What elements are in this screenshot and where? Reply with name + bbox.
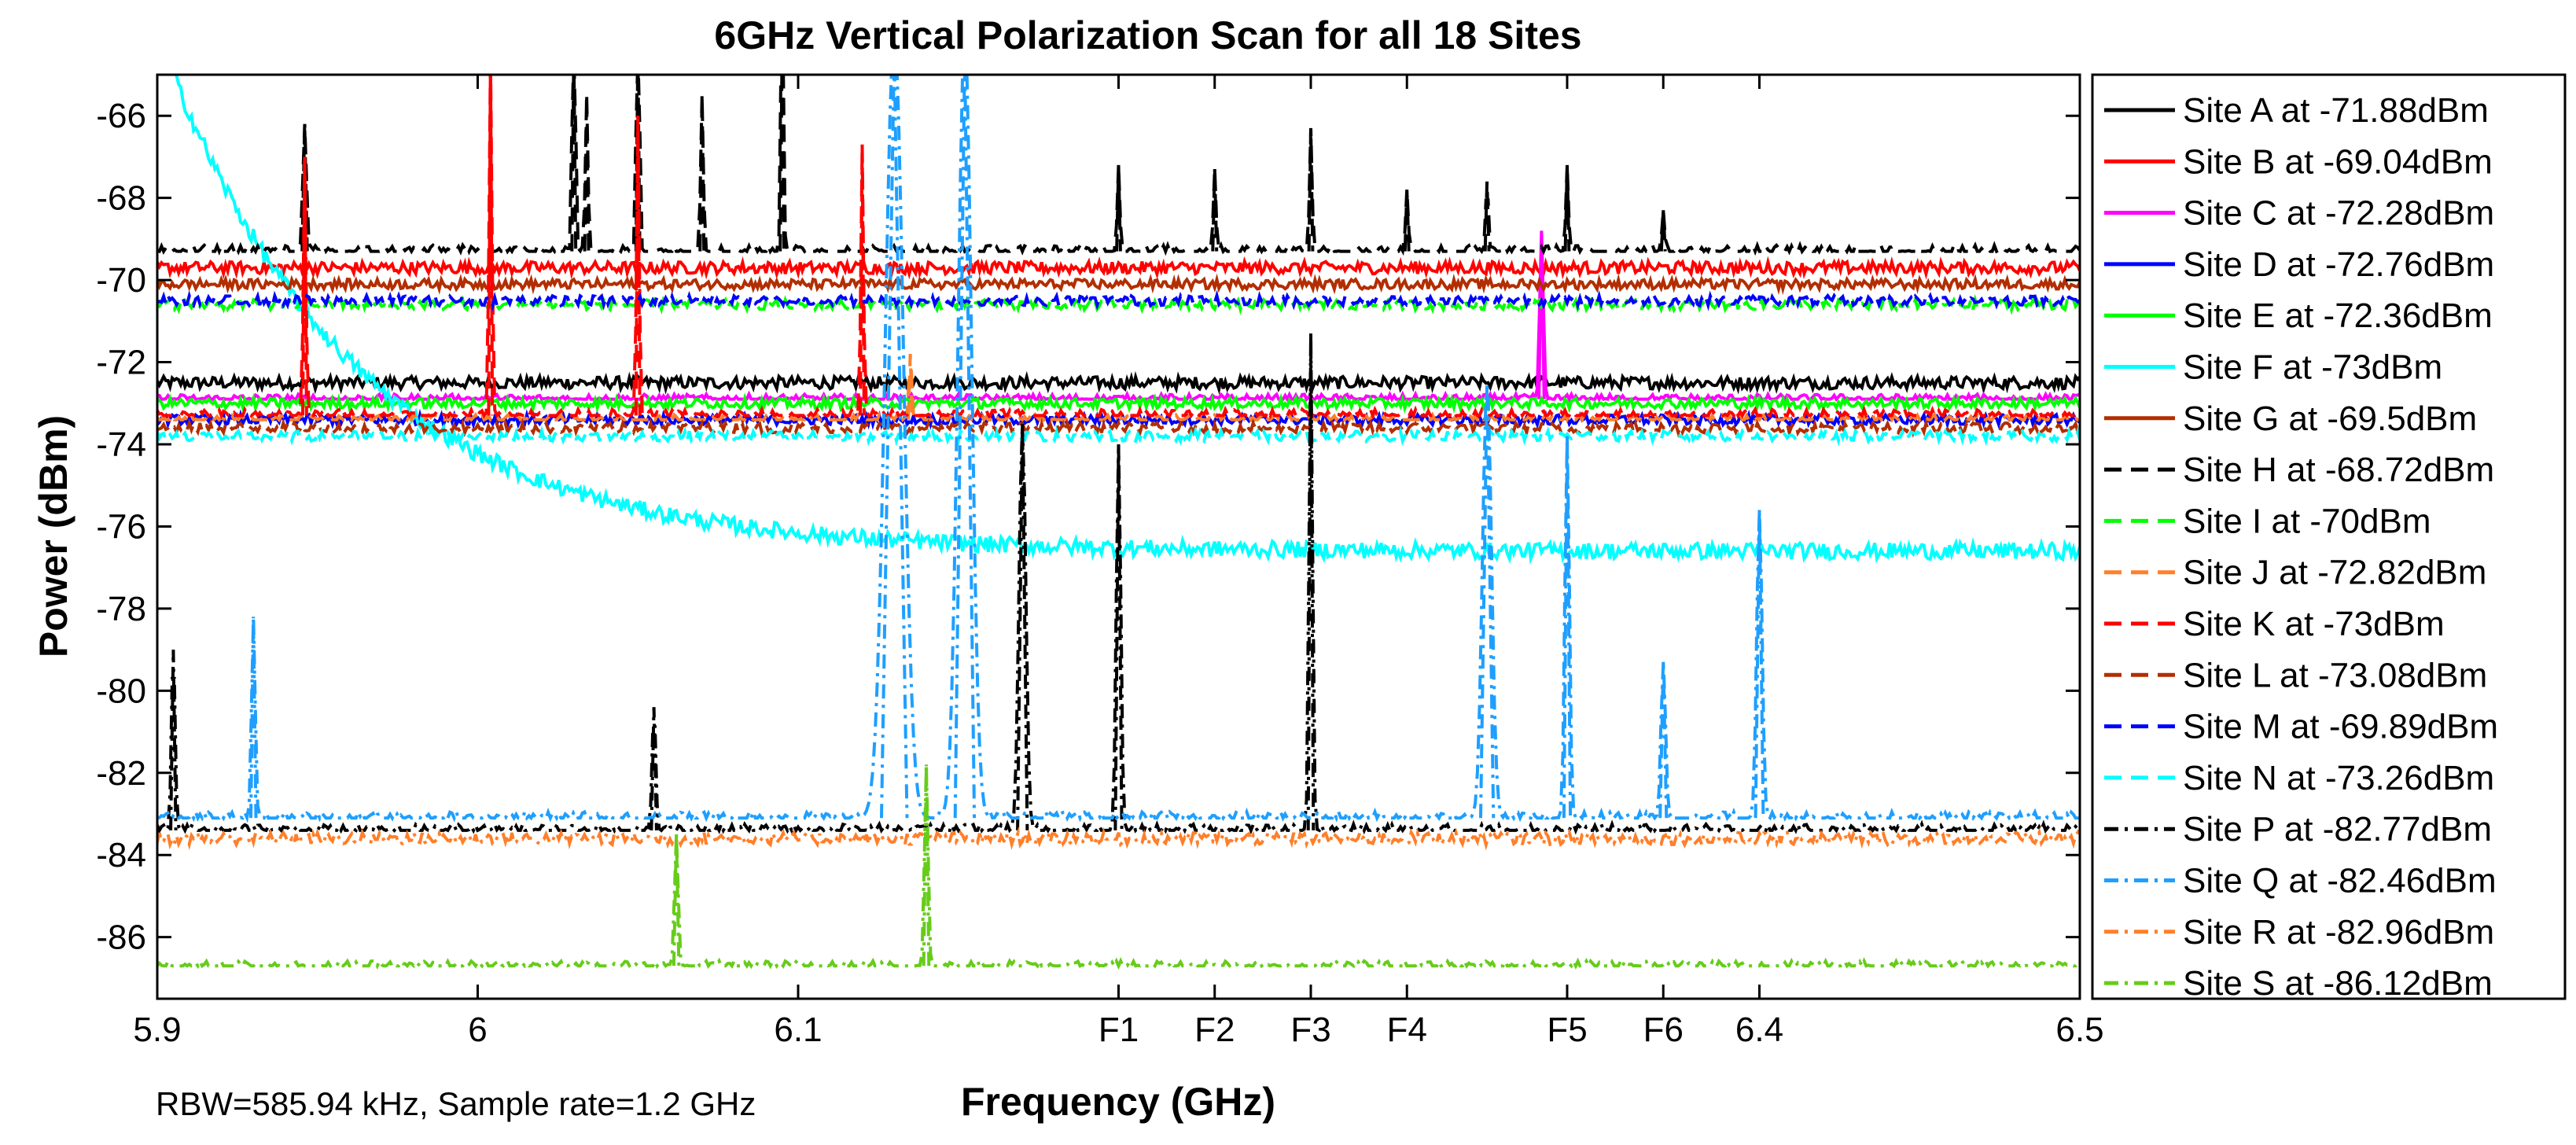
- x-tick-label: 6.1: [774, 1011, 822, 1049]
- x-tick-label: F3: [1290, 1011, 1330, 1049]
- y-axis: -66 -68 -70 -72 -74 -76 -78 -80 -82 -84 -86: [96, 97, 2080, 957]
- legend-label: Site A at -71.88dBm: [2183, 91, 2489, 130]
- x-axis: 5.9 6 6.1 F1 F2 F3 F4 F5 F6 6.4 6.5: [133, 75, 2104, 1049]
- y-tick-label: -66: [96, 97, 146, 135]
- series-line-14: [157, 425, 2080, 447]
- x-tick-label: F5: [1547, 1011, 1587, 1049]
- legend-label: Site B at -69.04dBm: [2183, 142, 2493, 181]
- series-line-13: [157, 289, 2080, 312]
- x-tick-label: F6: [1643, 1011, 1684, 1049]
- series-line-9: [157, 293, 2080, 315]
- y-tick-label: -80: [96, 672, 146, 710]
- y-tick-label: -76: [96, 507, 146, 546]
- acquisition-note: RBW=585.94 kHz, Sample rate=1.2 GHz: [156, 1085, 756, 1122]
- legend-label: Site Q at -82.46dBm: [2183, 862, 2497, 900]
- x-tick-label: 5.9: [133, 1011, 181, 1049]
- legend-label: Site K at -73dBm: [2183, 605, 2445, 643]
- series-line-1: [157, 370, 2080, 396]
- y-tick-label: -78: [96, 590, 146, 628]
- legend-label: Site M at -69.89dBm: [2183, 708, 2498, 746]
- y-tick-label: -72: [96, 344, 146, 382]
- plot-traces: [157, 75, 2080, 970]
- series-line-8: [157, 75, 2080, 256]
- x-tick-label: 6.4: [1735, 1011, 1783, 1049]
- x-tick-label: 6.5: [2055, 1011, 2103, 1049]
- legend-label: Site R at -82.96dBm: [2183, 913, 2494, 952]
- legend: Site A at -71.88dBm Site B at -69.04dBm Si…: [2104, 91, 2498, 1003]
- series-line-2: [157, 256, 2080, 280]
- series-line-17: [157, 826, 2080, 851]
- series-line-3: [157, 230, 2080, 404]
- legend-label: Site J at -72.82dBm: [2183, 554, 2486, 592]
- y-tick-label: -68: [96, 179, 146, 218]
- series-line-11: [157, 75, 2080, 421]
- series-line-12: [157, 417, 2080, 439]
- legend-label: Site L at -73.08dBm: [2183, 656, 2487, 694]
- series-line-5: [157, 392, 2080, 414]
- series-line-16: [157, 75, 2080, 823]
- x-axis-label: Frequency (GHz): [961, 1080, 1275, 1124]
- y-tick-label: -82: [96, 754, 146, 793]
- series-line-15: [157, 333, 2080, 835]
- legend-label: Site I at -70dBm: [2183, 502, 2431, 540]
- legend-label: Site H at -68.72dBm: [2183, 451, 2494, 489]
- y-tick-label: -86: [96, 919, 146, 957]
- series-line-18: [157, 764, 2080, 970]
- y-axis-label: Power (dBm): [31, 415, 75, 657]
- x-tick-label: F4: [1387, 1011, 1427, 1049]
- legend-label: Site N at -73.26dBm: [2183, 759, 2494, 797]
- y-tick-label: -74: [96, 425, 146, 464]
- legend-label: Site S at -86.12dBm: [2183, 964, 2493, 1003]
- legend-box: [2091, 73, 2567, 1000]
- legend-label: Site D at -72.76dBm: [2183, 245, 2494, 284]
- chart-title: 6GHz Vertical Polarization Scan for all …: [714, 13, 1581, 57]
- legend-label: Site F at -73dBm: [2183, 348, 2442, 387]
- x-tick-label: F1: [1098, 1011, 1139, 1049]
- legend-label: Site C at -72.28dBm: [2183, 194, 2494, 233]
- x-tick-label: 6: [468, 1011, 487, 1049]
- series-line-7: [157, 273, 2080, 296]
- y-tick-label: -70: [96, 261, 146, 300]
- legend-label: Site P at -82.77dBm: [2183, 810, 2492, 849]
- x-tick-label: F2: [1194, 1011, 1235, 1049]
- legend-label: Site G at -69.5dBm: [2183, 399, 2477, 438]
- y-tick-label: -84: [96, 836, 146, 874]
- legend-label: Site E at -72.36dBm: [2183, 296, 2493, 335]
